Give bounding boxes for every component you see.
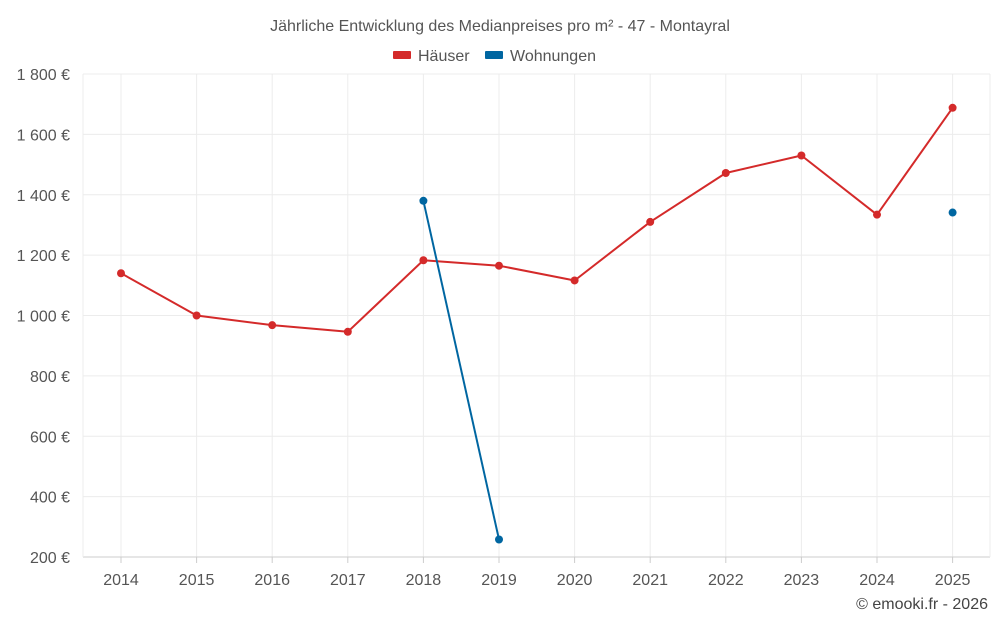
data-point-haeuser[interactable]	[268, 321, 277, 330]
x-tick-label: 2014	[103, 572, 139, 589]
legend-item-wohnungen[interactable]: Wohnungen	[485, 48, 596, 65]
data-point-haeuser[interactable]	[797, 151, 806, 160]
x-tick-label: 2025	[935, 572, 971, 589]
series-wohnungen	[419, 196, 957, 544]
x-tick-label: 2021	[632, 572, 668, 589]
data-point-haeuser[interactable]	[343, 327, 352, 336]
data-point-haeuser[interactable]	[495, 261, 503, 270]
y-tick-label: 1 400 €	[17, 188, 70, 205]
series	[117, 103, 957, 544]
data-point-haeuser[interactable]	[948, 103, 957, 112]
series-haeuser	[117, 103, 957, 336]
legend: Häuser Wohnungen	[393, 48, 596, 65]
y-tick-label: 400 €	[30, 490, 70, 507]
data-point-wohnungen[interactable]	[495, 535, 503, 544]
series-line-haeuser	[120, 107, 954, 333]
data-point-haeuser[interactable]	[117, 269, 125, 278]
legend-label-haeuser: Häuser	[418, 48, 470, 65]
y-tick-label: 800 €	[30, 369, 70, 386]
data-point-haeuser[interactable]	[873, 210, 881, 219]
data-point-haeuser[interactable]	[721, 169, 730, 178]
y-tick-label: 600 €	[30, 429, 70, 446]
data-point-wohnungen[interactable]	[948, 208, 957, 217]
series-line-wohnungen	[422, 200, 500, 540]
x-tick-label: 2015	[179, 572, 215, 589]
data-point-haeuser[interactable]	[570, 276, 579, 285]
x-tick-label: 2023	[784, 572, 820, 589]
x-tick-label: 2019	[481, 572, 517, 589]
data-point-haeuser[interactable]	[646, 217, 655, 226]
y-tick-label: 1 200 €	[17, 248, 70, 265]
x-tick-label: 2022	[708, 572, 744, 589]
legend-label-wohnungen: Wohnungen	[510, 48, 596, 65]
axes: 200 € 400 € 600 € 800 € 1 000 € 1 200 € 1 400 …	[17, 67, 991, 589]
chart-title: Jährliche Entwicklung des Medianpreises …	[270, 18, 730, 35]
data-point-wohnungen[interactable]	[419, 196, 428, 205]
data-point-haeuser[interactable]	[419, 256, 428, 265]
x-tick-label: 2016	[254, 572, 290, 589]
x-tick-label: 2020	[557, 572, 593, 589]
grid	[83, 73, 990, 558]
x-tick-label: 2017	[330, 572, 366, 589]
y-tick-label: 1 000 €	[17, 309, 70, 326]
y-tick-label: 1 600 €	[17, 127, 70, 144]
x-tick-label: 2018	[406, 572, 442, 589]
legend-item-haeuser[interactable]: Häuser	[393, 48, 470, 65]
y-tick-label: 200 €	[30, 550, 70, 567]
data-point-haeuser[interactable]	[192, 311, 201, 320]
y-tick-label: 1 800 €	[17, 67, 70, 84]
legend-swatch-haeuser	[393, 51, 411, 59]
credit-text: © emooki.fr - 2026	[856, 596, 988, 613]
x-tick-label: 2024	[859, 572, 895, 589]
legend-swatch-wohnungen	[485, 51, 503, 59]
